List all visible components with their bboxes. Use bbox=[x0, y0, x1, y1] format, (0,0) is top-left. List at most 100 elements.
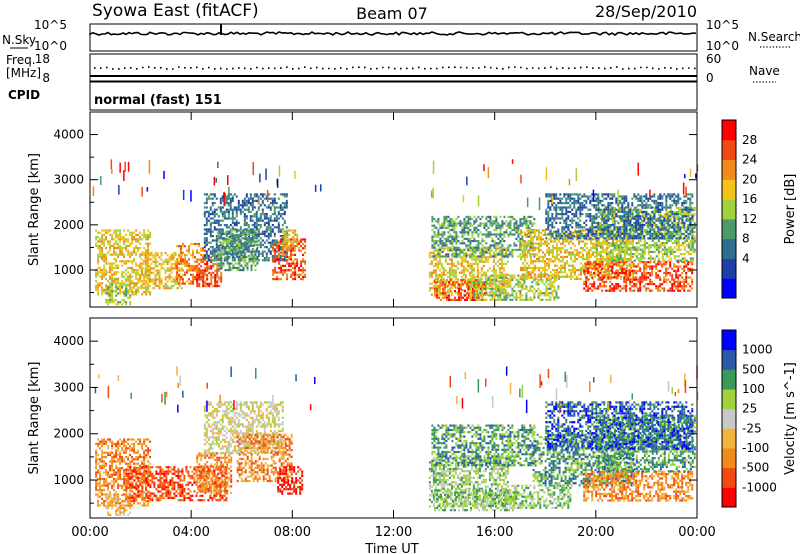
echo-cell bbox=[451, 248, 454, 251]
echo-cell bbox=[265, 197, 268, 200]
echo-cell bbox=[665, 261, 668, 264]
echo-cell bbox=[214, 274, 217, 277]
echo-cell bbox=[578, 242, 580, 245]
echo-cell bbox=[139, 253, 142, 256]
echo-cell bbox=[604, 271, 606, 274]
echo-cell bbox=[503, 287, 506, 290]
echo-cell bbox=[564, 251, 566, 254]
echo-cell bbox=[591, 276, 594, 279]
echo-cell bbox=[454, 285, 456, 288]
echo-cell bbox=[238, 266, 241, 269]
echo-cell bbox=[229, 204, 232, 207]
echo-cell bbox=[101, 255, 104, 258]
echo-cell bbox=[123, 283, 126, 286]
echo-cell bbox=[472, 298, 474, 301]
echo-cell bbox=[524, 251, 526, 254]
echo-cell bbox=[180, 253, 182, 257]
echo-cell bbox=[269, 230, 272, 233]
echo-cell bbox=[296, 242, 299, 245]
echo-cell bbox=[615, 220, 618, 223]
echo-cell bbox=[214, 276, 217, 279]
echo-cell bbox=[447, 215, 450, 218]
echo-cell bbox=[673, 278, 676, 281]
echo-cell bbox=[639, 283, 642, 286]
echo-cell bbox=[286, 260, 289, 263]
echo-cell bbox=[484, 276, 487, 279]
echo-cell bbox=[277, 217, 280, 220]
echo-cell bbox=[133, 291, 136, 294]
echo-cell bbox=[109, 240, 112, 243]
echo-cell bbox=[477, 229, 480, 232]
echo-cell bbox=[655, 267, 658, 270]
echo-cell bbox=[99, 231, 102, 234]
echo-cell bbox=[629, 280, 632, 283]
echo-cell bbox=[601, 242, 604, 245]
echo-cell bbox=[230, 253, 233, 256]
echo-cell bbox=[611, 242, 614, 245]
echo-cell bbox=[205, 217, 208, 220]
echo-cell bbox=[204, 263, 207, 266]
echo-cell bbox=[669, 265, 672, 268]
echo-cell bbox=[196, 271, 199, 274]
echo-cell bbox=[113, 271, 116, 274]
echo-cell bbox=[275, 241, 278, 244]
echo-cell bbox=[220, 266, 223, 269]
echo-cell bbox=[257, 208, 260, 211]
echo-cell bbox=[477, 233, 480, 236]
plot-title: Syowa East (fitACF) bbox=[92, 1, 259, 21]
echo-cell bbox=[154, 284, 157, 288]
echo-cell bbox=[292, 267, 295, 270]
echo-cell bbox=[243, 248, 246, 251]
echo-cell bbox=[632, 240, 634, 243]
echo-cell bbox=[147, 238, 150, 241]
echo-cell bbox=[109, 301, 112, 304]
echo-cell bbox=[524, 240, 526, 243]
echo-cell bbox=[164, 258, 167, 261]
echo-cell bbox=[580, 251, 582, 254]
echo-cell bbox=[544, 273, 546, 276]
echo-cell bbox=[282, 247, 285, 250]
echo-cell bbox=[505, 229, 508, 232]
echo-cell bbox=[223, 215, 226, 218]
echo-cell bbox=[220, 260, 223, 263]
echo-cell bbox=[507, 246, 510, 249]
echo-cell bbox=[257, 239, 260, 242]
echo-cell bbox=[250, 244, 253, 247]
echo-cell bbox=[566, 251, 568, 254]
echo-cell bbox=[214, 280, 217, 283]
echo-cell bbox=[146, 267, 149, 270]
echo-cell bbox=[489, 274, 492, 277]
echo-cell bbox=[475, 298, 478, 301]
echo-cell bbox=[150, 278, 153, 281]
echo-cell bbox=[631, 261, 634, 264]
freq-tick-top: 18 bbox=[35, 52, 50, 66]
echo-cell bbox=[546, 240, 548, 243]
echo-cell bbox=[178, 245, 180, 248]
echo-cell bbox=[522, 273, 524, 276]
echo-cell bbox=[231, 243, 234, 246]
echo-cell bbox=[471, 253, 474, 256]
echo-cell bbox=[99, 247, 102, 250]
echo-cell bbox=[243, 252, 246, 255]
echo-cell bbox=[611, 287, 614, 290]
echo-cell bbox=[499, 253, 502, 256]
echo-cell bbox=[172, 254, 175, 257]
echo-cell bbox=[590, 255, 592, 258]
echo-cell bbox=[553, 289, 556, 293]
echo-cell bbox=[485, 251, 488, 254]
echo-cell bbox=[216, 274, 219, 277]
echo-cell bbox=[549, 281, 552, 284]
echo-cell bbox=[570, 247, 572, 250]
echo-cell bbox=[464, 273, 467, 276]
echo-cell bbox=[273, 219, 276, 222]
echo-cell bbox=[554, 275, 556, 278]
echo-cell bbox=[576, 251, 578, 254]
echo-cell bbox=[601, 244, 604, 247]
echo-cell bbox=[444, 296, 446, 299]
echo-cell bbox=[527, 215, 530, 218]
echo-cell bbox=[184, 256, 186, 259]
echo-cell bbox=[542, 266, 544, 269]
echo-cell bbox=[590, 233, 592, 236]
echo-cell bbox=[141, 251, 144, 254]
echo-cell bbox=[261, 252, 264, 255]
